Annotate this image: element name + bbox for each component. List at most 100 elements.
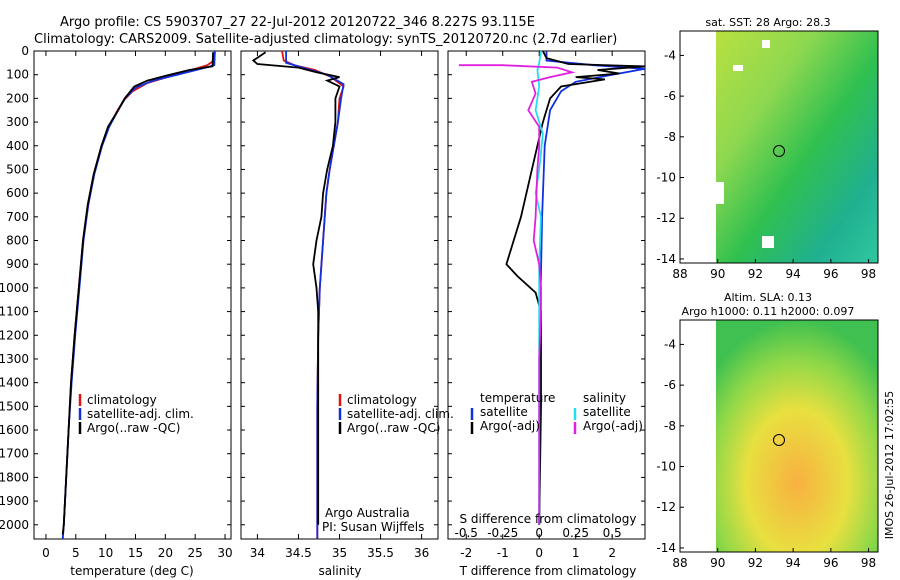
- legend-label-t-satellite: satellite: [480, 405, 528, 419]
- difference-legend: temperature salinity satellite Argo(-adj…: [470, 391, 643, 434]
- salinity-legend: climatology satellite-adj. clim. Argo(..…: [338, 393, 454, 435]
- depth-tick-label: 1600: [0, 423, 29, 437]
- temperature-panel: 0100200300400500600700800900100011001200…: [0, 44, 645, 578]
- x-tick-label: 34: [250, 546, 265, 560]
- x-tick-label: 15: [128, 546, 143, 560]
- x-tick-label: 0: [42, 546, 50, 560]
- salinity-series: [251, 51, 345, 539]
- legend-label-satellite: satellite-adj. clim.: [87, 407, 194, 421]
- series-line-satellite: [538, 51, 645, 525]
- sst-map: sat. SST: 28 Argo: 28.3 88 90 92 94 96 98 -4-…: [656, 16, 879, 281]
- map-x-tick-label: 92: [748, 556, 763, 570]
- series-line-argo-adj: [505, 51, 645, 525]
- depth-tick-label: 400: [6, 139, 29, 153]
- map-x-tick-label: 90: [710, 556, 725, 570]
- temperature-depth-ticks: 0 100 200 300 400 500 600 700 800 900 1000 1100 1200…: [0, 44, 645, 532]
- salinity-axis-label: salinity: [318, 564, 361, 578]
- sla-map-frame: [679, 319, 879, 553]
- temperature-legend: climatology satellite-adj. clim. Argo(..…: [78, 393, 194, 435]
- sst-map-missing-cell: [716, 182, 724, 204]
- sla-map-x-ticks: 88 90 92 94 96 98: [672, 548, 876, 570]
- timestamp: IMOS 26-Jul-2012 17:02:55: [883, 391, 896, 540]
- depth-tick-label: 1400: [0, 376, 29, 390]
- depth-tick-label: 200: [6, 91, 29, 105]
- map-x-tick-label: 94: [786, 267, 801, 281]
- map-x-tick-label: 92: [748, 267, 763, 281]
- sla-map-float-marker: [773, 434, 785, 446]
- x-tick-label: 30: [217, 546, 232, 560]
- credit-org: Argo Australia: [325, 506, 410, 520]
- depth-tick-label: 1200: [0, 328, 29, 342]
- x-tick-label: 36: [414, 546, 429, 560]
- top-tick-label: 0: [535, 526, 543, 540]
- temperature-series: [61, 51, 216, 539]
- salinity-plot-frame: [240, 50, 439, 540]
- top-tick-label: -0.5: [455, 526, 478, 540]
- depth-tick-label: 600: [6, 186, 29, 200]
- map-x-tick-label: 94: [786, 556, 801, 570]
- difference-panel: -2 -1 0 1 2 -0.5 -0.25 0 0.25 0.5 S difference f…: [447, 50, 646, 578]
- figure-title-line1: Argo profile: CS 5903707_27 22-Jul-2012 …: [60, 15, 535, 30]
- legend-label-s-argo: Argo(-adj): [583, 419, 643, 433]
- sst-map-missing-cell: [762, 236, 774, 248]
- depth-tick-label: 0: [21, 44, 29, 58]
- map-y-tick-label: -14: [656, 541, 676, 555]
- map-x-tick-label: 88: [672, 267, 687, 281]
- sla-map-subtitle: Argo h1000: 0.11 h2000: 0.097: [682, 305, 855, 318]
- depth-tick-label: 1700: [0, 447, 29, 461]
- depth-tick-label: 1100: [0, 305, 29, 319]
- series-line-argo-raw-qc: [251, 51, 341, 525]
- legend-label-s-satellite: satellite: [583, 405, 631, 419]
- legend-label-argo: Argo(..raw -QC): [87, 421, 180, 435]
- x-tick-label: 35: [332, 546, 347, 560]
- depth-tick-label: 1300: [0, 352, 29, 366]
- legend-label-t-argo: Argo(-adj): [480, 419, 540, 433]
- temperature-plot-frame: [33, 50, 232, 540]
- map-y-tick-label: -10: [656, 460, 676, 474]
- depth-tick-label: 900: [6, 257, 29, 271]
- t-difference-axis-label: T difference from climatology: [459, 564, 637, 578]
- legend-title-salinity: salinity: [583, 391, 626, 405]
- depth-tick-label: 1900: [0, 494, 29, 508]
- top-tick-label: 0.5: [603, 526, 622, 540]
- depth-tick-label: 300: [6, 115, 29, 129]
- map-x-tick-label: 98: [861, 267, 876, 281]
- x-tick-label: 35.5: [367, 546, 394, 560]
- map-x-tick-label: 98: [861, 556, 876, 570]
- x-tick-label: 2: [608, 546, 616, 560]
- difference-series: [458, 51, 645, 525]
- map-y-tick-label: -12: [656, 500, 676, 514]
- map-y-tick-label: -4: [664, 48, 676, 62]
- difference-plot-frame: [447, 50, 646, 540]
- legend-label-climatology: climatology: [87, 393, 157, 407]
- series-line-argo-adj: [458, 64, 576, 525]
- depth-tick-label: 500: [6, 162, 29, 176]
- credit-pi: PI: Susan Wijffels: [322, 520, 424, 534]
- x-tick-label: 0: [535, 546, 543, 560]
- sst-map-y-ticks: -4 -6 -8 -10 -12 -14: [656, 48, 684, 266]
- sla-map-field: [716, 320, 878, 552]
- depth-tick-label: 800: [6, 234, 29, 248]
- map-y-tick-label: -8: [664, 130, 676, 144]
- salinity-x-ticks: 34 34.5 35 35.5 36: [250, 51, 429, 560]
- x-tick-label: 34.5: [285, 546, 312, 560]
- depth-tick-label: 1800: [0, 470, 29, 484]
- map-y-tick-label: -4: [664, 337, 676, 351]
- legend-label-satellite: satellite-adj. clim.: [347, 407, 454, 421]
- sst-map-missing-cell: [733, 65, 743, 71]
- x-tick-label: 10: [98, 546, 113, 560]
- map-y-tick-label: -8: [664, 419, 676, 433]
- depth-tick-label: 2000: [0, 518, 29, 532]
- depth-tick-label: 100: [6, 68, 29, 82]
- map-y-tick-label: -12: [656, 211, 676, 225]
- x-tick-label: -1: [497, 546, 509, 560]
- map-y-tick-label: -6: [664, 378, 676, 392]
- depth-tick-label: 1500: [0, 399, 29, 413]
- map-x-tick-label: 88: [672, 556, 687, 570]
- sla-map: Altim. SLA: 0.13 Argo h1000: 0.11 h2000:…: [656, 291, 879, 570]
- salinity-panel: 34 34.5 35 35.5 36 salinity climatology sate…: [240, 50, 454, 578]
- legend-label-argo: Argo(..raw -QC): [347, 421, 440, 435]
- map-y-tick-label: -6: [664, 89, 676, 103]
- x-tick-label: 25: [188, 546, 203, 560]
